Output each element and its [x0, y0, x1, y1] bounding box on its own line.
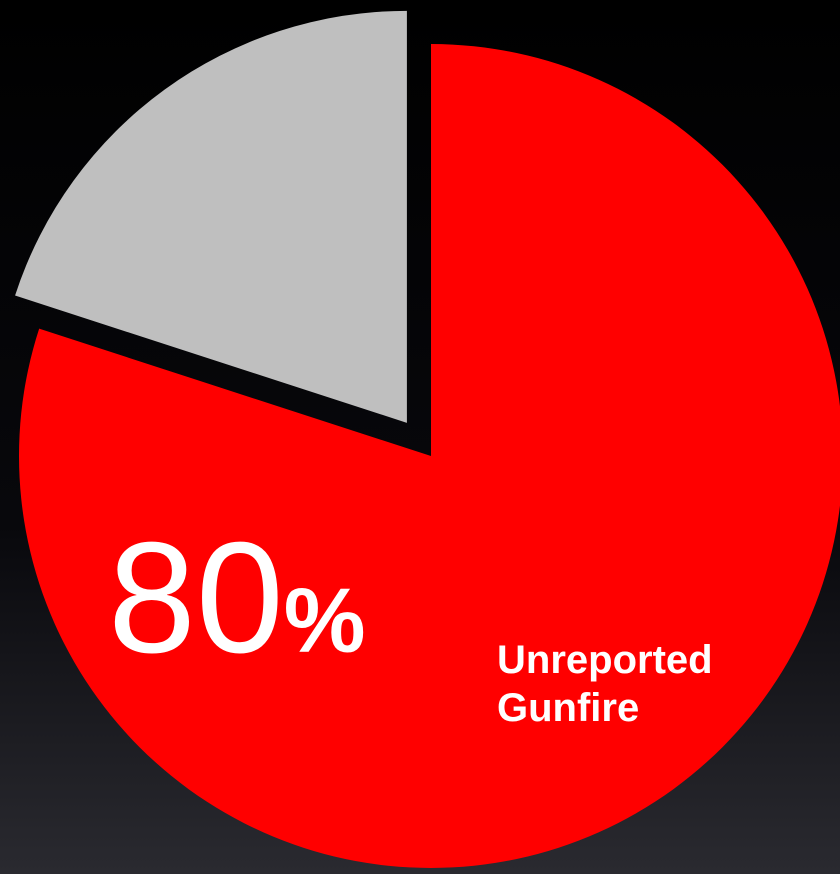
labels: 80% Unreported Gunfire	[108, 510, 713, 730]
pie	[15, 10, 840, 868]
value-label: 80%	[108, 510, 366, 686]
pie-slice	[15, 10, 407, 423]
pie-slice	[19, 44, 840, 868]
category-label: Unreported Gunfire	[497, 638, 713, 730]
